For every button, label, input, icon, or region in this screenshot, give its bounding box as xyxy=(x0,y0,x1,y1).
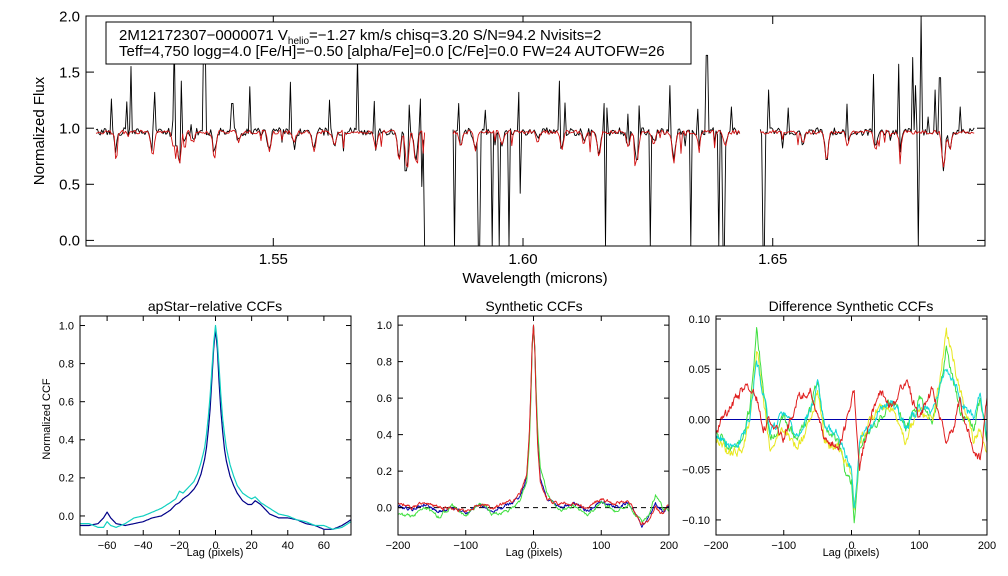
ccf-synthetic-y-tick-label: 0.6 xyxy=(377,393,392,405)
ccf-synthetic-series-3 xyxy=(397,324,670,526)
ccf-difference-plot-area xyxy=(715,327,988,524)
ccf-synthetic-x-ticks: −200 −100 0 100 200 xyxy=(386,316,678,552)
ccf-difference-title: Difference Synthetic CCFs xyxy=(769,298,934,314)
ccf-synthetic-y-tick-label: 0.0 xyxy=(377,502,392,514)
ccf-difference-x-tick-label: −100 xyxy=(771,540,796,552)
spectrum-y-tick-label: 2.0 xyxy=(59,8,80,25)
info-box: 2M12172307−0000071 Vhelio=−1.27 km/s chi… xyxy=(105,21,692,65)
ccf-apstar-y-tick-label: 0.4 xyxy=(59,435,74,447)
ccf-difference-panel: Difference Synthetic CCFs −0.10 −0.05 0.00… xyxy=(682,298,996,559)
ccf-difference-x-tick-label: 100 xyxy=(910,540,928,552)
spectrum-panel: 0.0 0.5 1.0 1.5 2.0 1.55 1.60 1.65 Normalized … xyxy=(31,8,986,287)
ccf-difference-y-tick-label: −0.10 xyxy=(682,515,710,527)
spectrum-model-line-chip-1 xyxy=(95,129,426,168)
ccf-difference-x-tick-label: −200 xyxy=(704,540,729,552)
spectrum-model-series xyxy=(95,129,975,168)
spectrum-y-tick-label: 1.0 xyxy=(59,120,80,137)
ccf-apstar-plot-area xyxy=(80,324,352,530)
ccf-apstar-x-tick-label: −40 xyxy=(134,540,153,552)
ccf-synthetic-title: Synthetic CCFs xyxy=(485,298,582,314)
ccf-apstar-x-tick-label: 20 xyxy=(246,540,258,552)
ccf-apstar-frame xyxy=(79,315,352,536)
spectrum-model-line-chip-3 xyxy=(759,129,975,168)
ccf-synthetic-x-tick-label: −100 xyxy=(453,540,478,552)
spectrum-y-ticks: 0.0 0.5 1.0 1.5 2.0 xyxy=(59,8,985,250)
ccf-difference-y-tick-label: −0.05 xyxy=(682,465,710,477)
ccf-synthetic-x-tick-label: 200 xyxy=(660,540,678,552)
ccf-apstar-series-1 xyxy=(80,328,352,530)
ccf-difference-series-5 xyxy=(715,379,988,471)
ccf-synthetic-x-tick-label: −200 xyxy=(386,540,411,552)
info-line-1: 2M12172307−0000071 Vhelio=−1.27 km/s chi… xyxy=(119,27,601,47)
spectrum-x-label: Wavelength (microns) xyxy=(462,270,607,287)
ccf-synthetic-x-tick-label: 0 xyxy=(530,540,536,552)
ccf-synthetic-x-tick-label: 100 xyxy=(592,540,610,552)
ccf-synthetic-y-ticks: 0.0 0.2 0.4 0.6 0.8 1.0 xyxy=(377,320,669,514)
ccf-apstar-y-label: Normalized CCF xyxy=(41,378,53,460)
ccf-difference-y-tick-label: 0.00 xyxy=(689,414,710,426)
ccf-synthetic-plot-area xyxy=(397,324,670,528)
ccf-synthetic-y-tick-label: 0.4 xyxy=(377,429,392,441)
spectrum-y-tick-label: 0.5 xyxy=(59,177,80,194)
ccf-apstar-y-tick-label: 0.6 xyxy=(59,397,74,409)
ccf-difference-x-tick-label: 0 xyxy=(848,540,854,552)
ccf-synthetic-y-tick-label: 0.8 xyxy=(377,356,392,368)
ccf-difference-series-4 xyxy=(715,360,988,509)
spectrum-observed-line-chip-3 xyxy=(759,15,975,247)
ccf-apstar-panel: apStar−relative CCFs 0.00.20.40.60.81.0 … xyxy=(41,298,352,559)
ccf-difference-y-ticks: −0.10 −0.05 0.00 0.05 0.10 xyxy=(682,314,987,527)
info-fit-stats: =−1.27 km/s chisq=3.20 S/N=94.2 Nvisits=… xyxy=(309,27,601,44)
ccf-apstar-x-tick-label: −60 xyxy=(98,540,117,552)
ccf-apstar-y-tick-label: 0.8 xyxy=(59,358,74,370)
ccf-difference-y-tick-label: 0.05 xyxy=(689,364,710,376)
ccf-apstar-y-tick-label: 0.2 xyxy=(59,473,74,485)
ccf-apstar-y-tick-label: 1.0 xyxy=(59,320,74,332)
spectrum-x-tick-label: 1.55 xyxy=(259,251,288,268)
ccf-apstar-series-2 xyxy=(80,324,352,530)
ccf-apstar-y-tick-label: 0.0 xyxy=(59,511,74,523)
ccf-synthetic-panel: Synthetic CCFs 0.0 0.2 0.4 0.6 0.8 1.0 −200 −1… xyxy=(377,298,678,559)
ccf-apstar-x-tick-label: 40 xyxy=(282,540,294,552)
info-box-frame xyxy=(105,21,692,65)
ccf-difference-x-tick-label: 200 xyxy=(978,540,996,552)
info-target-and-velocity: 2M12172307−0000071 V xyxy=(119,27,288,44)
ccf-apstar-x-tick-label: 60 xyxy=(318,540,330,552)
spectrum-model-line-chip-2 xyxy=(452,129,741,167)
info-line-2: Teff=4,750 logg=4.0 [Fe/H]=−0.50 [alpha/… xyxy=(119,43,665,60)
spectrum-observed-line-chip-2 xyxy=(452,54,740,247)
ccf-difference-y-tick-label: 0.10 xyxy=(689,314,710,326)
ccf-apstar-x-tick-label: −20 xyxy=(170,540,189,552)
spectrum-frame xyxy=(85,15,986,247)
ccf-synthetic-y-tick-label: 1.0 xyxy=(377,320,392,332)
spectrum-x-tick-label: 1.60 xyxy=(508,251,537,268)
ccf-synthetic-x-label: Lag (pixels) xyxy=(506,547,563,559)
ccf-synthetic-series-1 xyxy=(397,324,670,528)
ccf-apstar-x-ticks: −60 −40 −20 0 20 40 60 xyxy=(98,316,330,552)
ccf-difference-x-ticks: −200 −100 0 100 200 xyxy=(704,316,996,552)
spectrum-y-tick-label: 0.0 xyxy=(59,233,80,250)
ccf-apstar-x-tick-label: 0 xyxy=(212,540,218,552)
ccf-apstar-x-label: Lag (pixels) xyxy=(187,547,244,559)
ccf-apstar-title: apStar−relative CCFs xyxy=(148,298,282,314)
ccf-synthetic-y-tick-label: 0.2 xyxy=(377,466,392,478)
spectrum-plot-area xyxy=(95,15,975,247)
ccf-apstar-y-ticks: 0.0 0.2 0.4 0.6 0.8 1.0 xyxy=(59,320,351,523)
spectrum-y-tick-label: 1.5 xyxy=(59,64,80,81)
ccf-difference-x-label: Lag (pixels) xyxy=(823,547,880,559)
ccf-synthetic-series-2 xyxy=(397,324,670,523)
info-velocity-subscript: helio xyxy=(288,36,310,47)
spectrum-x-ticks: 1.55 1.60 1.65 xyxy=(259,16,787,268)
spectrum-x-tick-label: 1.65 xyxy=(758,251,787,268)
spectrum-y-label: Normalized Flux xyxy=(31,76,48,185)
